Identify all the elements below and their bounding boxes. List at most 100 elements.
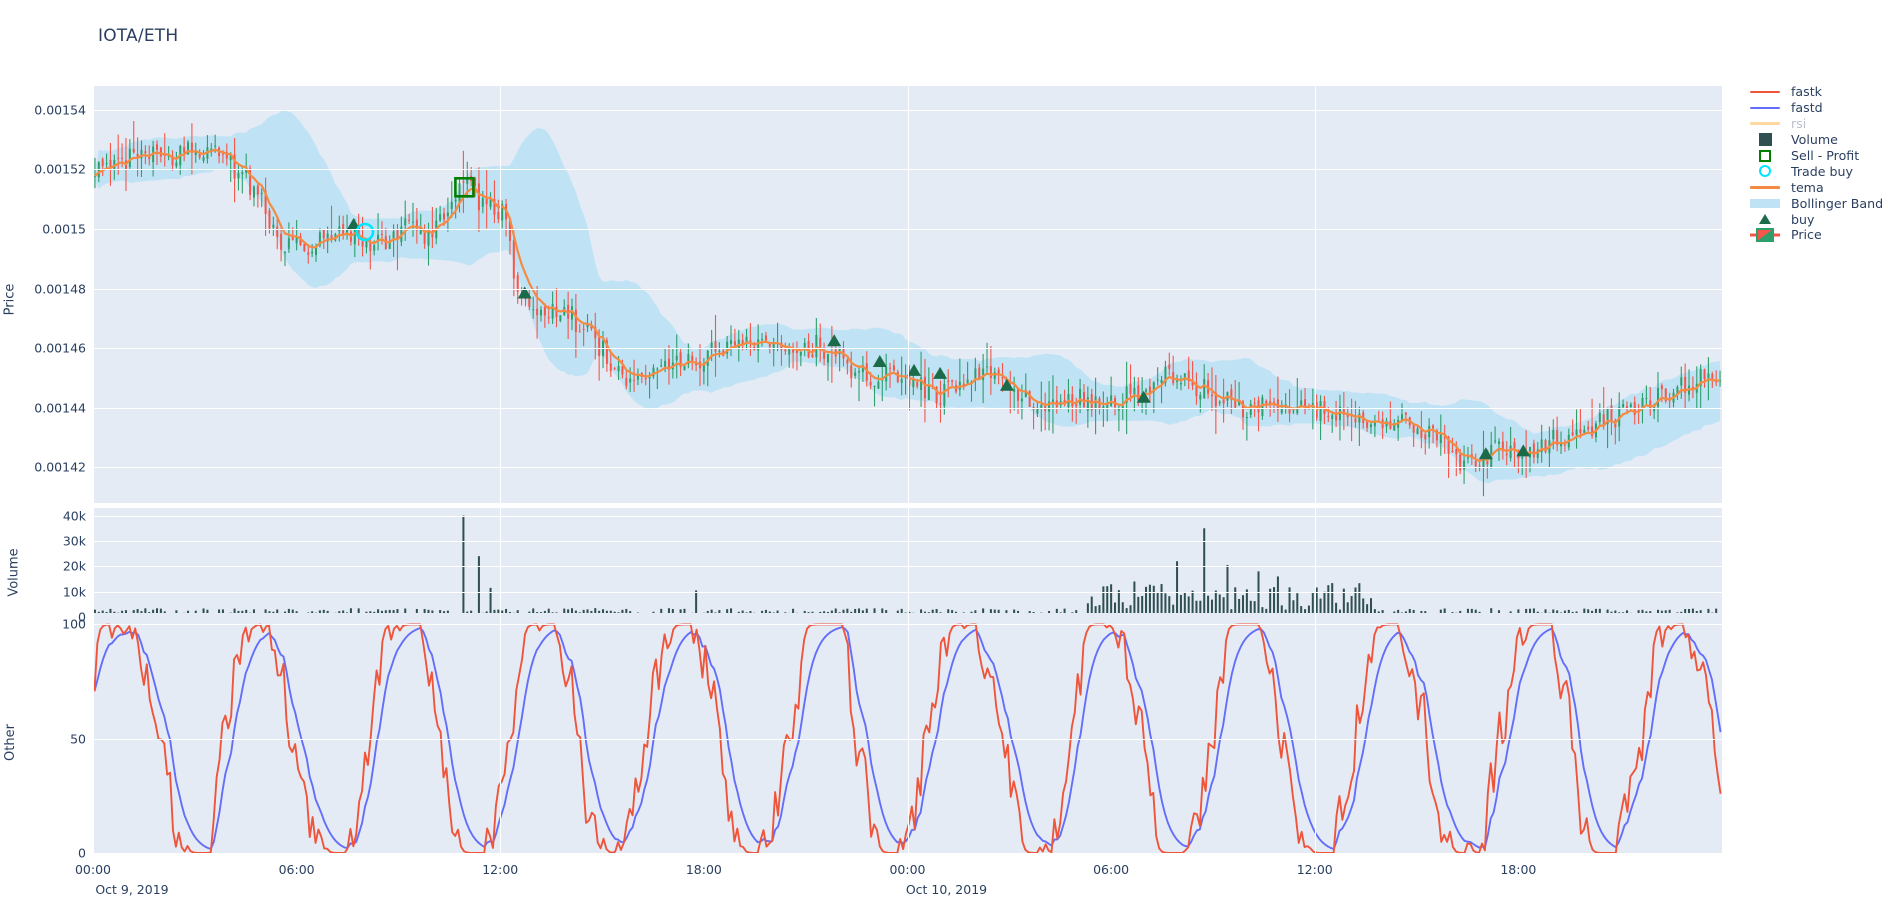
legend-item-rsi[interactable]: rsi [1748,116,1883,132]
legend-item-fastd[interactable]: fastd [1748,100,1883,116]
candle-body [1622,404,1625,408]
candle-body [183,147,186,153]
volume-bar [159,608,162,617]
candle-body [912,378,915,388]
candle-body [1210,394,1213,397]
candle-body [516,275,519,292]
candle-body [1121,406,1124,409]
candle-body [1575,429,1578,436]
candle-body [621,366,624,375]
candle-body [117,157,120,159]
candle-body [1020,398,1023,402]
candle-body [846,359,849,364]
volume-bar [489,587,492,617]
candle-body [322,229,325,239]
candle-body [396,228,399,240]
candle-body [1625,406,1628,409]
legend-item-volume[interactable]: Volume [1748,132,1883,148]
candle-body [559,315,562,321]
volume-bar [1094,606,1097,617]
candle-body [539,309,542,316]
volume-bar [155,608,159,617]
candle-body [1164,366,1167,383]
legend-item-label: Trade buy [1791,163,1853,179]
candle-body [291,234,294,240]
buy-marker [872,355,887,367]
candle-body [1195,382,1198,397]
candle-body [982,368,985,381]
legend-item-trade-buy[interactable]: Trade buy [1748,163,1883,179]
candle-body [997,369,1000,376]
candle-body [1474,461,1477,467]
candle-body [1346,414,1349,418]
candle-body [877,381,880,389]
volume-bar [1199,600,1202,617]
sell-profit-marker [454,177,475,198]
candle-body [574,309,577,332]
buy-marker [1478,447,1493,460]
candle-body [1269,401,1272,404]
volume-bar [1117,590,1120,617]
volume-bar [667,608,670,617]
volume-bar [1292,600,1295,617]
volume-bar [671,608,674,617]
candle-body [1591,426,1594,436]
candle-body [136,153,139,159]
candle-body [1552,430,1555,440]
candle-body [675,355,678,361]
legend-item-sell-profit[interactable]: Sell - Profit [1748,148,1883,164]
candle-body [644,377,647,380]
candle-body [993,372,996,379]
line-swatch [1748,116,1782,131]
volume-bar [1707,608,1710,617]
y-axis-tick-price: 0.00144 [34,400,86,416]
candle-body [1137,385,1140,401]
candle-body [1048,401,1051,412]
legend-item-label: Volume [1791,132,1838,148]
volume-bar [1300,606,1303,617]
candle-body [1505,453,1508,456]
volume-bar [1350,596,1353,617]
candle-body [264,190,267,214]
candle-body [101,159,104,167]
candle-body [524,298,527,300]
candle-body [1401,414,1404,420]
candle-body [989,366,992,378]
legend-item-label: Sell - Profit [1791,148,1860,163]
candle-body [1602,414,1605,426]
line-swatch-icon [1750,106,1780,110]
candle-body [1152,382,1155,393]
legend-item-buy[interactable]: buy [1748,211,1883,227]
candle-body [1482,451,1485,468]
candle-body [1253,402,1256,404]
candle-body [1230,389,1233,400]
candle-body [1684,376,1687,393]
volume-bar [1319,598,1322,617]
candle-body [916,382,919,387]
candle-body [443,213,446,220]
candle-body [307,252,310,255]
candle-body [966,379,969,385]
candle-body [733,341,736,346]
candle-body [551,304,554,319]
volume-bar [1245,589,1248,617]
candle-body [908,374,911,386]
candle-body [369,242,372,252]
candle-body [1129,384,1132,394]
legend-item-bollinger-band[interactable]: Bollinger Band [1748,195,1883,211]
x-axis-tick: 06:00 [1093,862,1130,877]
volume-bar [1145,586,1148,617]
volume-bar [873,608,876,617]
candle-body [652,367,655,377]
legend-item-tema[interactable]: tema [1748,179,1883,195]
candle-body [252,186,255,198]
legend-item-fastk[interactable]: fastk [1748,84,1883,100]
candle-body [772,343,775,350]
legend-item-price[interactable]: Price [1748,227,1883,243]
candle-body [1536,449,1539,458]
candle-body [501,204,504,221]
candle-body [1342,408,1345,415]
candle-body [1106,404,1109,409]
candle-body [237,172,240,179]
candle-body [1451,451,1454,452]
